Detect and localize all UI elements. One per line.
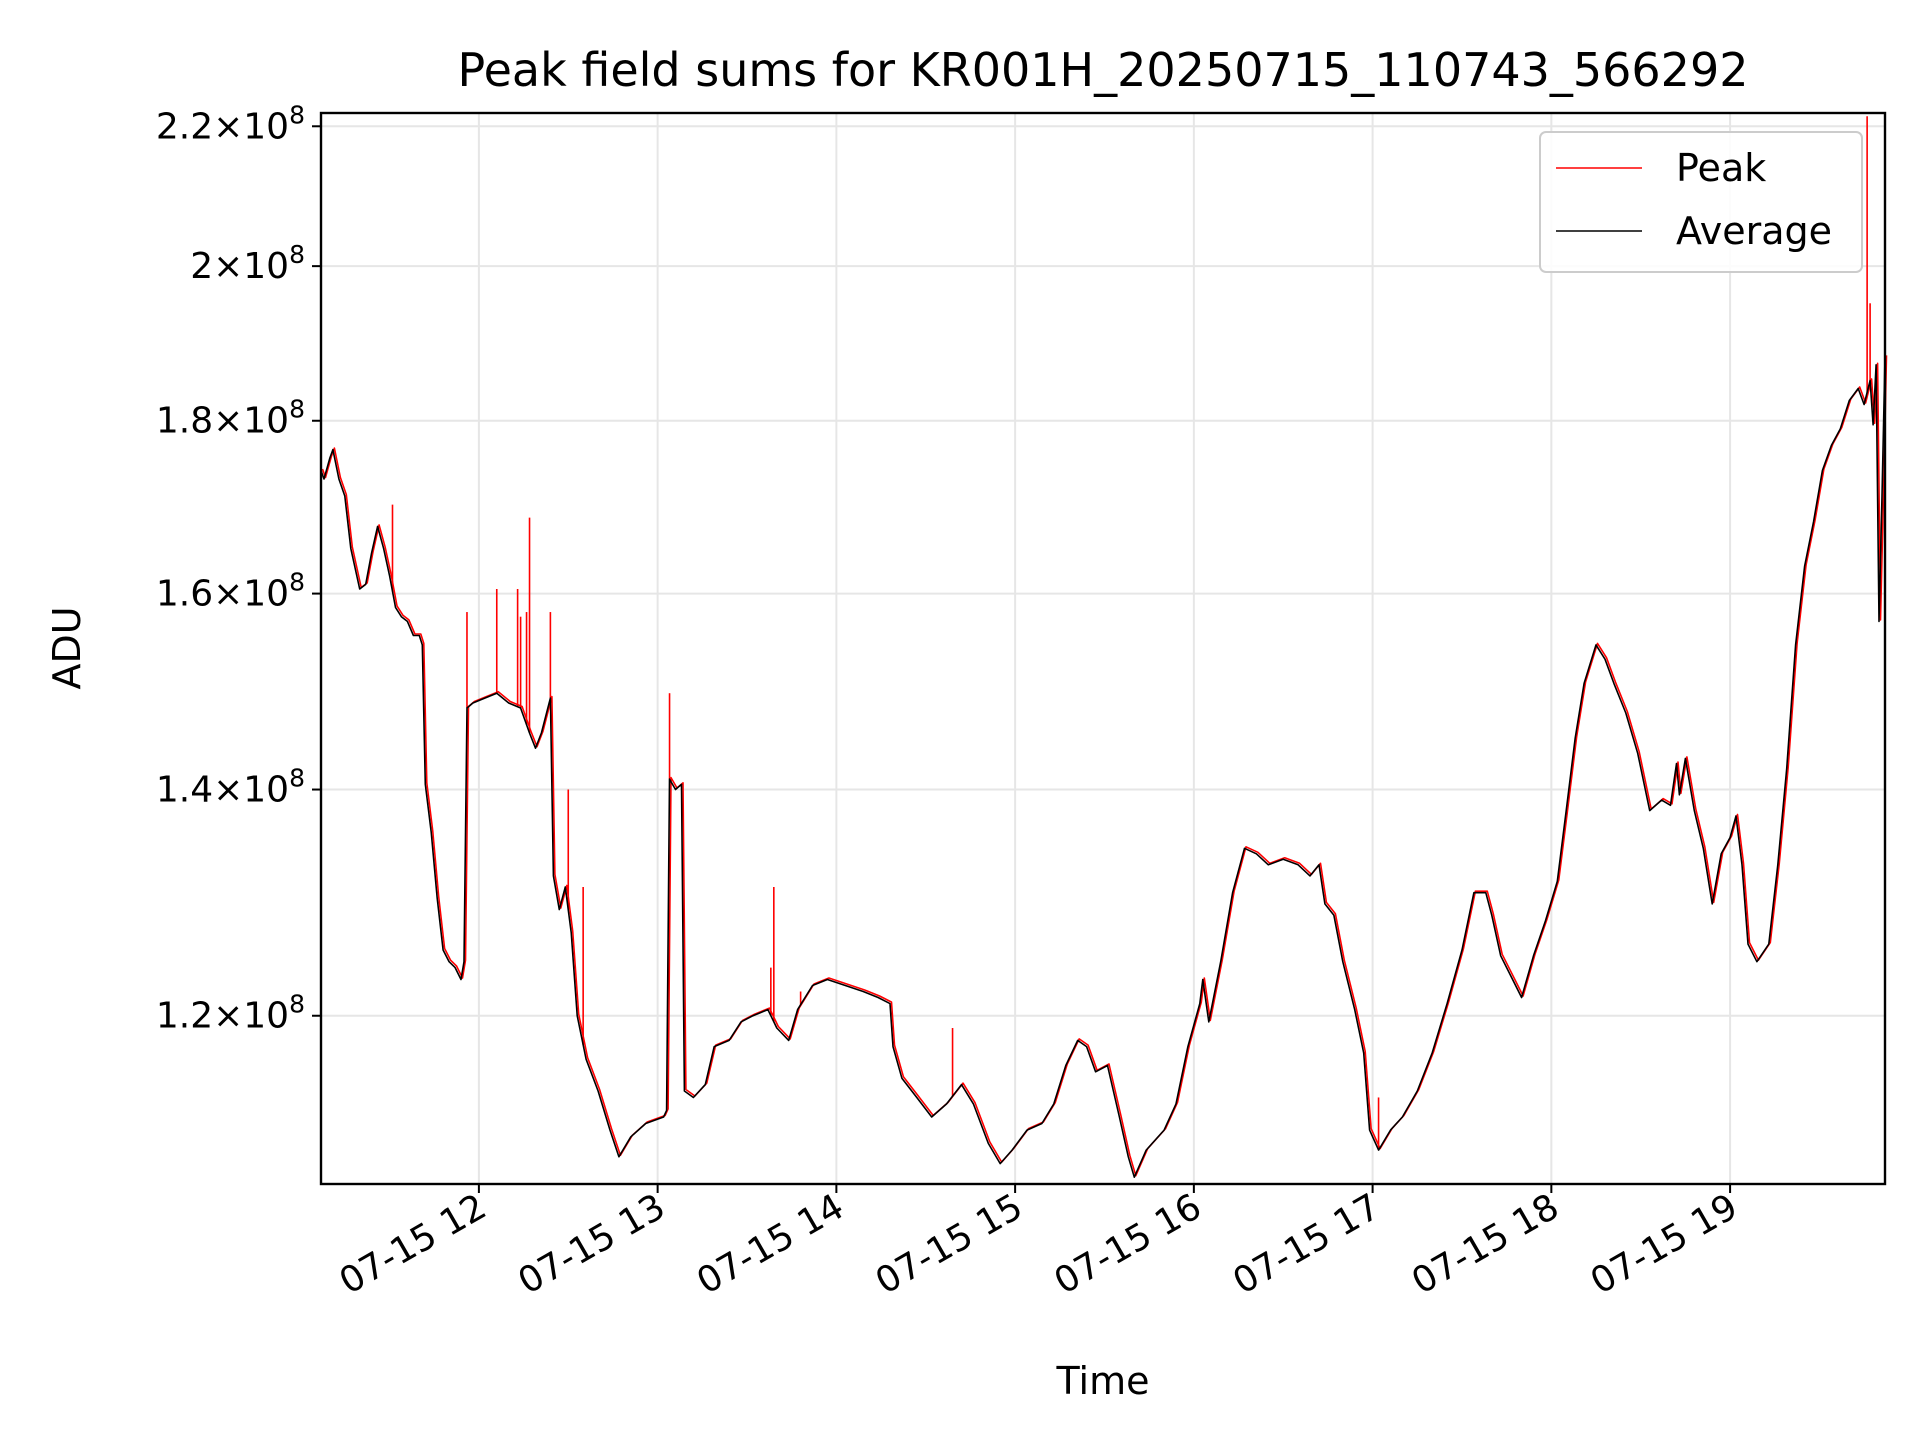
y-axis-label: ADU bbox=[45, 606, 89, 689]
legend-box bbox=[1539, 131, 1863, 273]
y-axis: 1.2×108 1.4×108 1.6×108 1.8×108 2×108 2.2×108 bbox=[156, 100, 321, 1037]
x-axis-label: Time bbox=[1056, 1359, 1150, 1403]
y-tick-label: 1.6×108 bbox=[156, 568, 305, 615]
series-line-average bbox=[320, 356, 1886, 1178]
plot-series bbox=[320, 116, 1888, 1178]
y-tick-label: 1.4×108 bbox=[156, 764, 305, 811]
y-tick-label: 1.2×108 bbox=[156, 990, 305, 1037]
grid bbox=[321, 113, 1885, 1184]
legend-label-average: Average bbox=[1676, 209, 1832, 253]
y-tick-label: 2×108 bbox=[190, 240, 305, 287]
y-tick-label: 2.2×108 bbox=[156, 100, 305, 147]
chart-title: Peak field sums for KR001H_20250715_1107… bbox=[458, 43, 1749, 97]
y-tick-label: 1.8×108 bbox=[156, 395, 305, 442]
plot-area-frame bbox=[319, 111, 1887, 1186]
legend: Peak Average bbox=[1539, 131, 1863, 273]
legend-label-peak: Peak bbox=[1676, 146, 1766, 190]
